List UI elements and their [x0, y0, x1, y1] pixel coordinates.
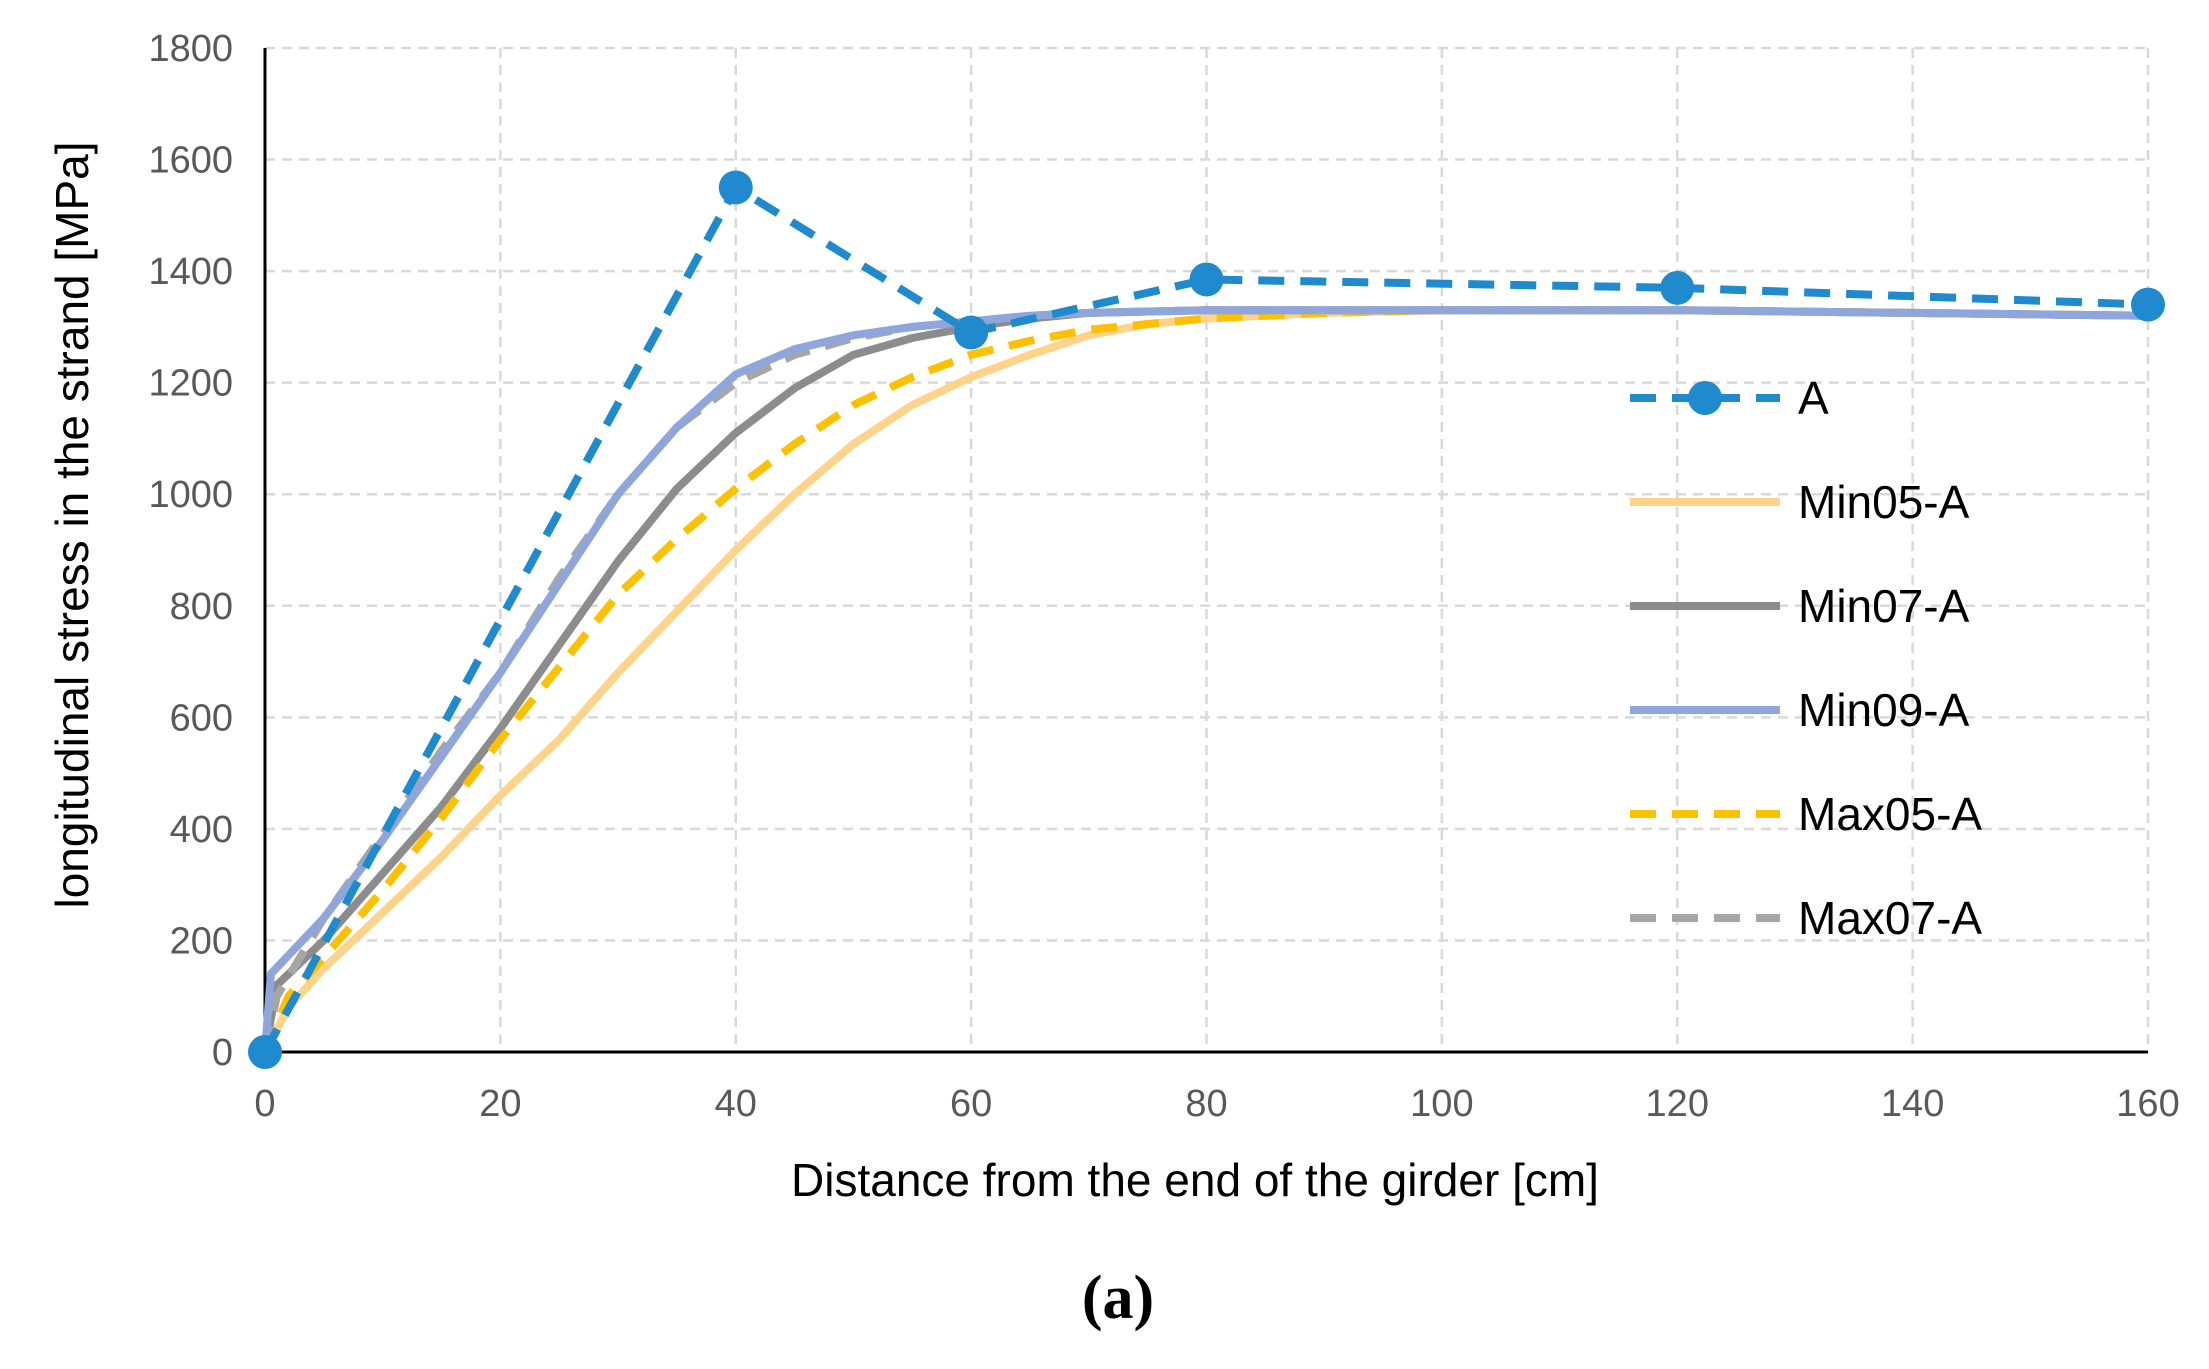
series-group — [248, 170, 2165, 1069]
legend-item-max05-a: Max05-A — [1630, 788, 1982, 840]
gridlines — [265, 46, 2150, 1052]
legend-item-min07-a: Min07-A — [1630, 580, 1970, 632]
legend-item-min09-a: Min09-A — [1630, 684, 1970, 736]
y-tick-label: 0 — [212, 1032, 233, 1074]
data-point-a — [2131, 287, 2165, 322]
series-max07-a — [261, 306, 2149, 1053]
legend-label-min07-a: Min07-A — [1798, 580, 1970, 632]
y-tick-label: 1800 — [148, 28, 233, 70]
y-tick-label: 1000 — [148, 474, 233, 516]
y-tick-label: 400 — [170, 809, 233, 851]
series-line-max07-a — [261, 306, 2149, 1053]
legend: A Min05-A Min07-A Min09-A Max05-A Max07-A — [1630, 372, 1982, 944]
x-tick-label: 120 — [1646, 1083, 1709, 1125]
x-tick-label: 40 — [715, 1083, 757, 1125]
x-tick-label: 60 — [950, 1083, 992, 1125]
series-min09-a — [261, 306, 2149, 1053]
legend-item-min05-a: Min05-A — [1630, 476, 1970, 528]
y-tick-label: 1400 — [148, 251, 233, 293]
legend-item-max07-a: Max07-A — [1630, 892, 1982, 944]
legend-marker-a — [1688, 381, 1722, 415]
series-line-a — [261, 183, 2149, 1054]
y-axis-title: longitudinal stress in the strand [MPa] — [46, 141, 98, 908]
series-a — [248, 170, 2165, 1069]
tick-labels: 0 200 400 600 800 1000 1200 1400 1600 1800 0 20 40 60… — [148, 28, 2179, 1125]
x-tick-label: 20 — [479, 1083, 521, 1125]
legend-label-min05-a: Min05-A — [1798, 476, 1970, 528]
legend-label-max07-a: Max07-A — [1798, 892, 1982, 944]
data-point-a — [248, 1035, 282, 1069]
figure-caption: (a) — [1082, 1264, 1154, 1332]
data-point-a — [954, 315, 989, 350]
data-point-a — [718, 170, 753, 205]
series-line-min09-a — [261, 306, 2149, 1053]
x-tick-label: 100 — [1410, 1083, 1473, 1125]
data-point-a — [1189, 262, 1224, 297]
y-tick-label: 600 — [170, 697, 233, 739]
y-tick-label: 1200 — [148, 363, 233, 405]
legend-label-max05-a: Max05-A — [1798, 788, 1982, 840]
axes — [263, 48, 2148, 1054]
legend-item-a: A — [1630, 372, 1829, 424]
y-tick-label: 800 — [170, 586, 233, 628]
x-tick-label: 80 — [1185, 1083, 1227, 1125]
x-tick-label: 160 — [2116, 1083, 2179, 1125]
x-axis-title: Distance from the end of the girder [cm] — [791, 1154, 1599, 1206]
x-tick-label: 140 — [1881, 1083, 1944, 1125]
x-tick-label: 0 — [254, 1083, 275, 1125]
legend-label-min09-a: Min09-A — [1798, 684, 1970, 736]
data-point-a — [1660, 270, 1695, 305]
legend-label-a: A — [1798, 372, 1829, 424]
y-tick-label: 1600 — [148, 140, 233, 182]
y-tick-label: 200 — [170, 920, 233, 962]
